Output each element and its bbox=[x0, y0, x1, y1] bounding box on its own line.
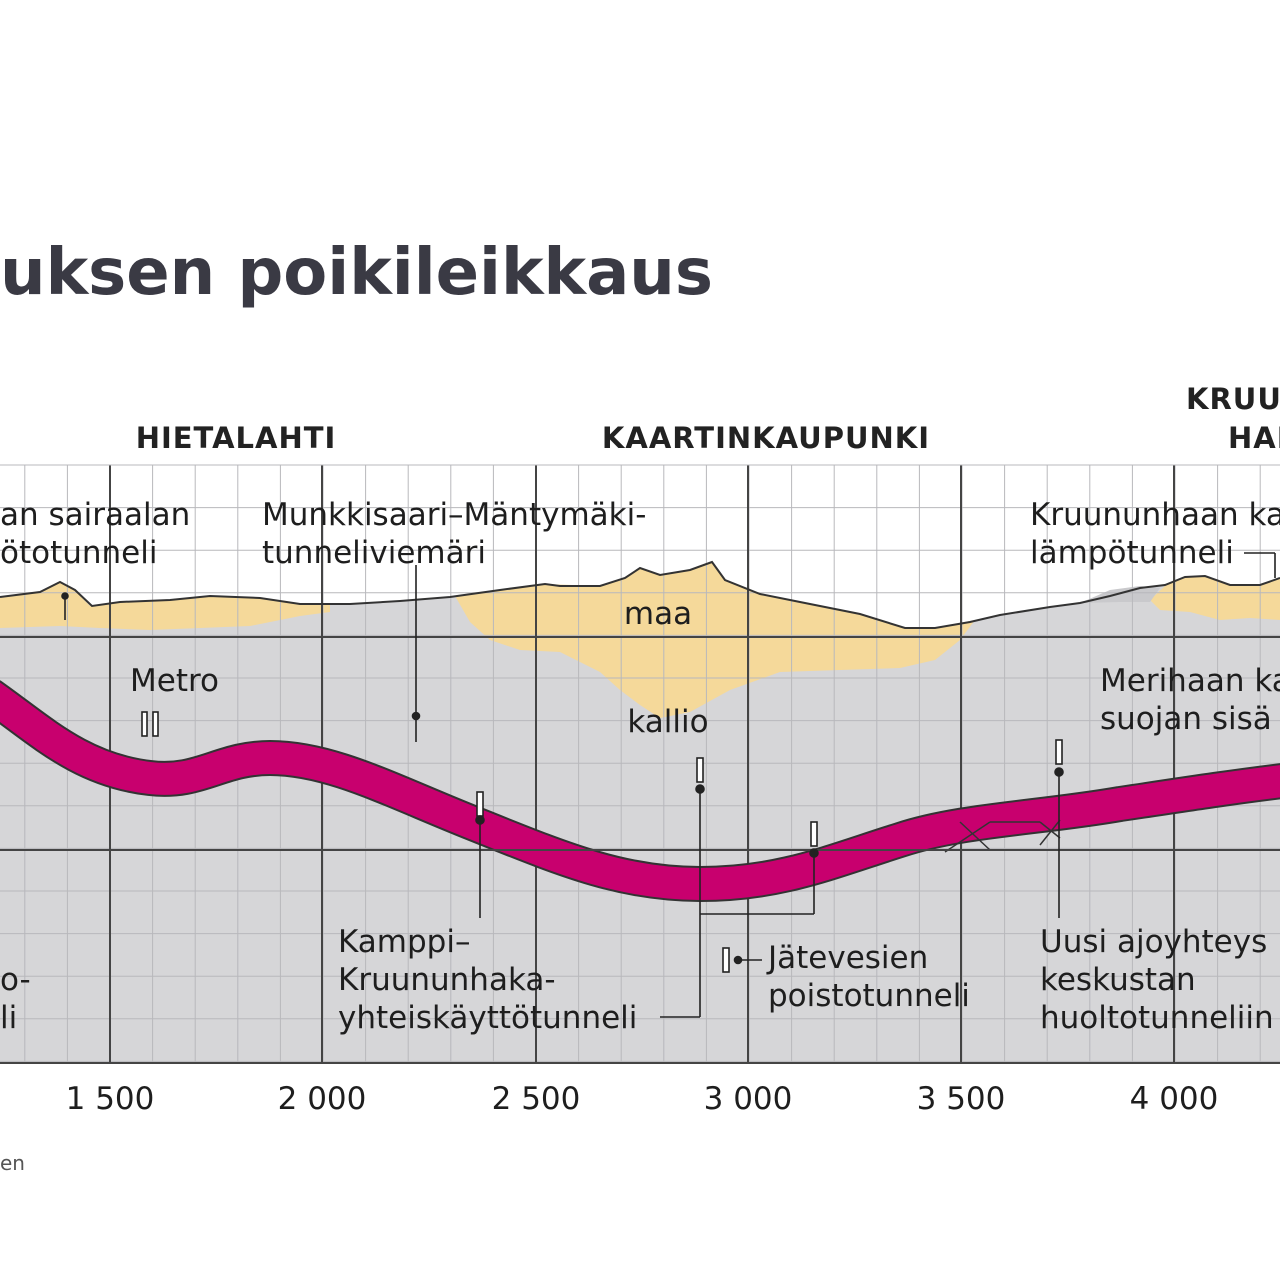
district-kruununhaka-line1: KRUUN bbox=[1186, 382, 1280, 416]
source-credit: en bbox=[0, 1151, 25, 1175]
tunnel-markers bbox=[61, 552, 1276, 1018]
label-kamppi-line1: Kamppi– bbox=[338, 924, 470, 960]
x-tick-label: 4 000 bbox=[1130, 1081, 1219, 1117]
label-left-line1: o- bbox=[0, 962, 31, 998]
label-uusi-line3: huoltotunneliin bbox=[1040, 1000, 1274, 1036]
soil-area-main bbox=[455, 562, 975, 718]
label-kamppi-line2: Kruununhaka- bbox=[338, 962, 556, 998]
soil-area-left bbox=[0, 582, 330, 630]
soil-label: maa bbox=[624, 596, 692, 632]
label-munkkisaari-line2: tunneliviemäri bbox=[262, 535, 486, 571]
label-jatevesien-line1: Jätevesien bbox=[766, 940, 928, 976]
label-uusi-line1: Uusi ajoyhteys bbox=[1040, 924, 1267, 960]
district-kaartinkaupunki: KAARTINKAUPUNKI bbox=[602, 421, 930, 455]
x-tick-label: 2 500 bbox=[492, 1081, 581, 1117]
x-tick-label: 2 000 bbox=[278, 1081, 367, 1117]
x-tick-label: 3 500 bbox=[917, 1081, 1006, 1117]
label-munkkisaari-line1: Munkkisaari–Mäntymäki- bbox=[262, 497, 646, 533]
label-kamppi-line3: yhteiskäyttötunneli bbox=[338, 1000, 637, 1036]
rock-label: kallio bbox=[627, 704, 708, 740]
x-tick-label: 1 500 bbox=[66, 1081, 155, 1117]
label-merihaan-line1: Merihaan ka bbox=[1100, 663, 1280, 699]
x-axis-ticks: 1 500 2 000 2 500 3 000 3 500 4 000 bbox=[66, 1081, 1219, 1117]
tunnel-junction-lines bbox=[944, 819, 1061, 853]
label-left-line2: li bbox=[0, 1000, 17, 1036]
district-hietalahti: HIETALAHTI bbox=[136, 421, 337, 455]
label-sairaala-line1: an sairaalan bbox=[0, 497, 190, 533]
label-metro: Metro bbox=[130, 663, 219, 699]
label-uusi-line2: keskustan bbox=[1040, 962, 1196, 998]
label-sairaala-line2: ötotunneli bbox=[0, 535, 157, 571]
label-merihaan-line2: suojan sisä bbox=[1100, 701, 1272, 737]
ground-surface-line bbox=[0, 560, 1280, 629]
main-tunnel-fill bbox=[0, 682, 1280, 900]
label-kruununhaan-line2: lämpötunneli bbox=[1030, 535, 1234, 571]
label-jatevesien-line2: poistotunneli bbox=[768, 978, 970, 1014]
district-kruununhaka-line2: HAK bbox=[1228, 421, 1280, 455]
soil-area-right bbox=[1150, 576, 1280, 620]
label-kruununhaan-line1: Kruununhaan ka bbox=[1030, 497, 1280, 533]
x-tick-label: 3 000 bbox=[704, 1081, 793, 1117]
diagram-title: uksen poikileikkaus bbox=[0, 236, 713, 310]
